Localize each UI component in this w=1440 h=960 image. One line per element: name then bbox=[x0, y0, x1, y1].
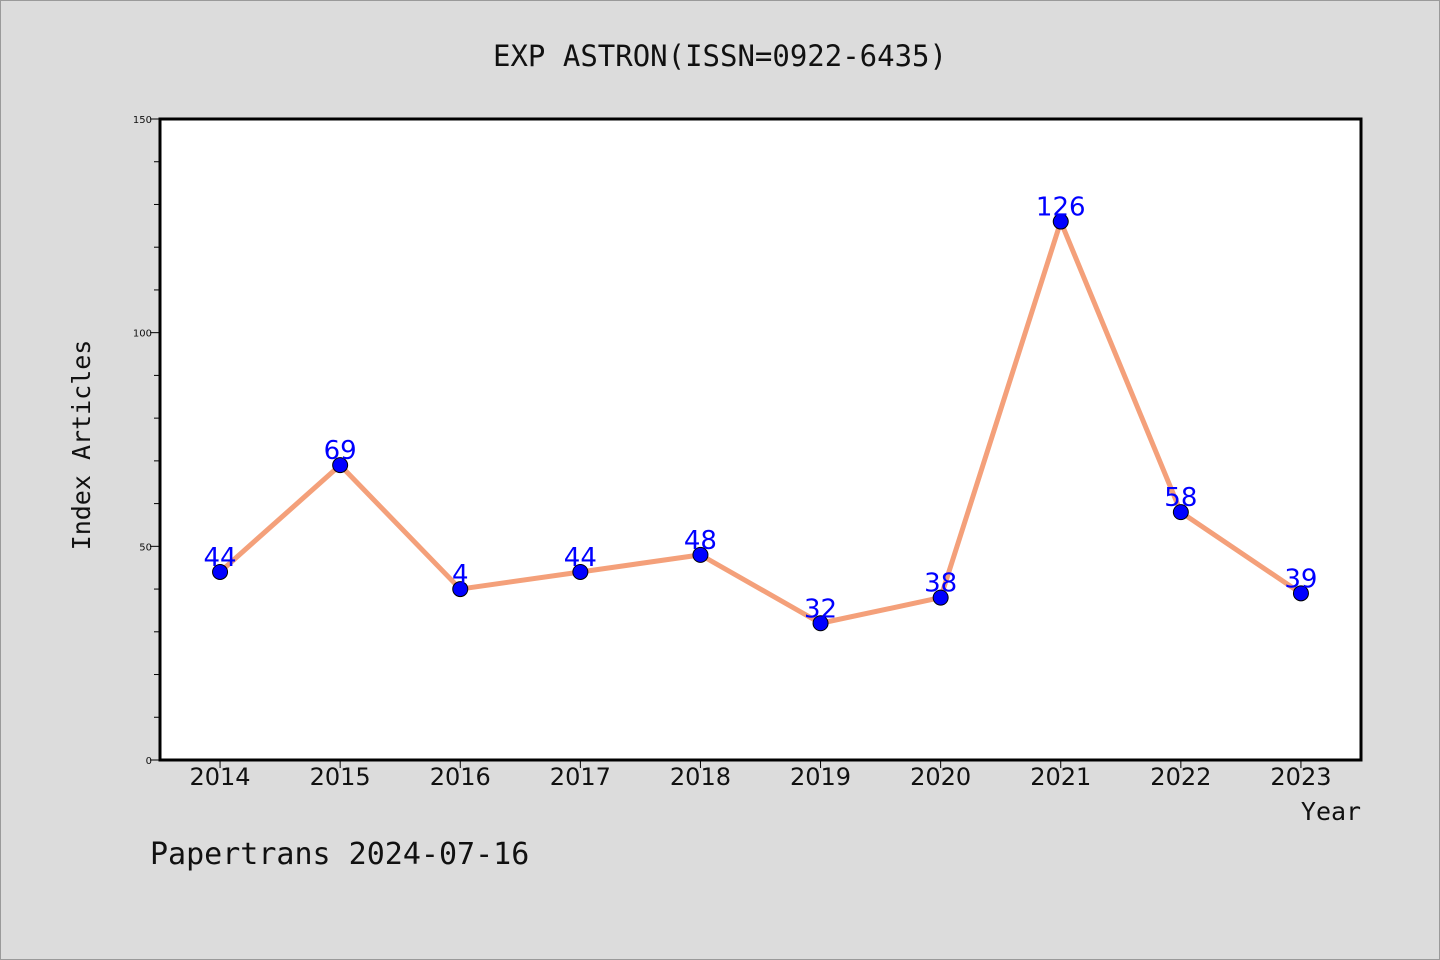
data-label: 58 bbox=[1164, 483, 1197, 513]
x-axis: 2014 2015 2016 2017 2018 2019 2020 2021 2022 2023 bbox=[190, 760, 1331, 791]
data-point bbox=[1172, 504, 1189, 521]
x-tick-label: 2021 bbox=[1030, 763, 1091, 791]
x-tick-label: 2017 bbox=[550, 763, 611, 791]
x-tick-label: 2014 bbox=[190, 763, 251, 791]
data-label: 44 bbox=[564, 543, 597, 573]
data-label: 39 bbox=[1284, 564, 1317, 594]
data-label: 38 bbox=[924, 569, 957, 599]
data-point bbox=[572, 563, 589, 580]
data-label: 4 bbox=[452, 560, 469, 590]
data-point bbox=[452, 581, 469, 598]
x-axis-title: Year bbox=[1301, 797, 1361, 826]
x-tick-label: 2019 bbox=[790, 763, 851, 791]
data-label: 32 bbox=[804, 594, 837, 624]
footer-watermark: Papertrans 2024-07-16 bbox=[150, 837, 529, 872]
x-tick-label: 2016 bbox=[430, 763, 491, 791]
data-point bbox=[932, 589, 949, 606]
x-tick-label: 2022 bbox=[1150, 763, 1211, 791]
y-tick-label: 150 bbox=[133, 115, 152, 126]
data-label: 44 bbox=[204, 543, 237, 573]
x-tick-label: 2023 bbox=[1270, 763, 1331, 791]
plot-area bbox=[158, 117, 1363, 762]
data-point bbox=[692, 546, 709, 563]
x-tick-label: 2020 bbox=[910, 763, 971, 791]
series-line-group bbox=[212, 213, 1309, 632]
data-point bbox=[1052, 213, 1069, 230]
data-point bbox=[212, 563, 229, 580]
y-axis-title: Index Articles bbox=[67, 340, 96, 551]
data-label: 69 bbox=[324, 436, 357, 466]
data-label: 126 bbox=[1036, 193, 1086, 223]
data-point bbox=[332, 457, 349, 474]
data-label: 48 bbox=[684, 526, 717, 556]
data-point bbox=[812, 615, 829, 632]
y-tick-label: 50 bbox=[139, 542, 152, 553]
y-axis: 0 50 100 150 bbox=[133, 115, 160, 767]
chart-title: EXP ASTRON(ISSN=0922-6435) bbox=[493, 39, 947, 73]
y-tick-label: 0 bbox=[146, 756, 152, 767]
series-line bbox=[217, 219, 1304, 626]
x-tick-label: 2018 bbox=[670, 763, 731, 791]
y-tick-label: 100 bbox=[133, 329, 152, 340]
x-tick-label: 2015 bbox=[310, 763, 371, 791]
data-point bbox=[1292, 585, 1309, 602]
